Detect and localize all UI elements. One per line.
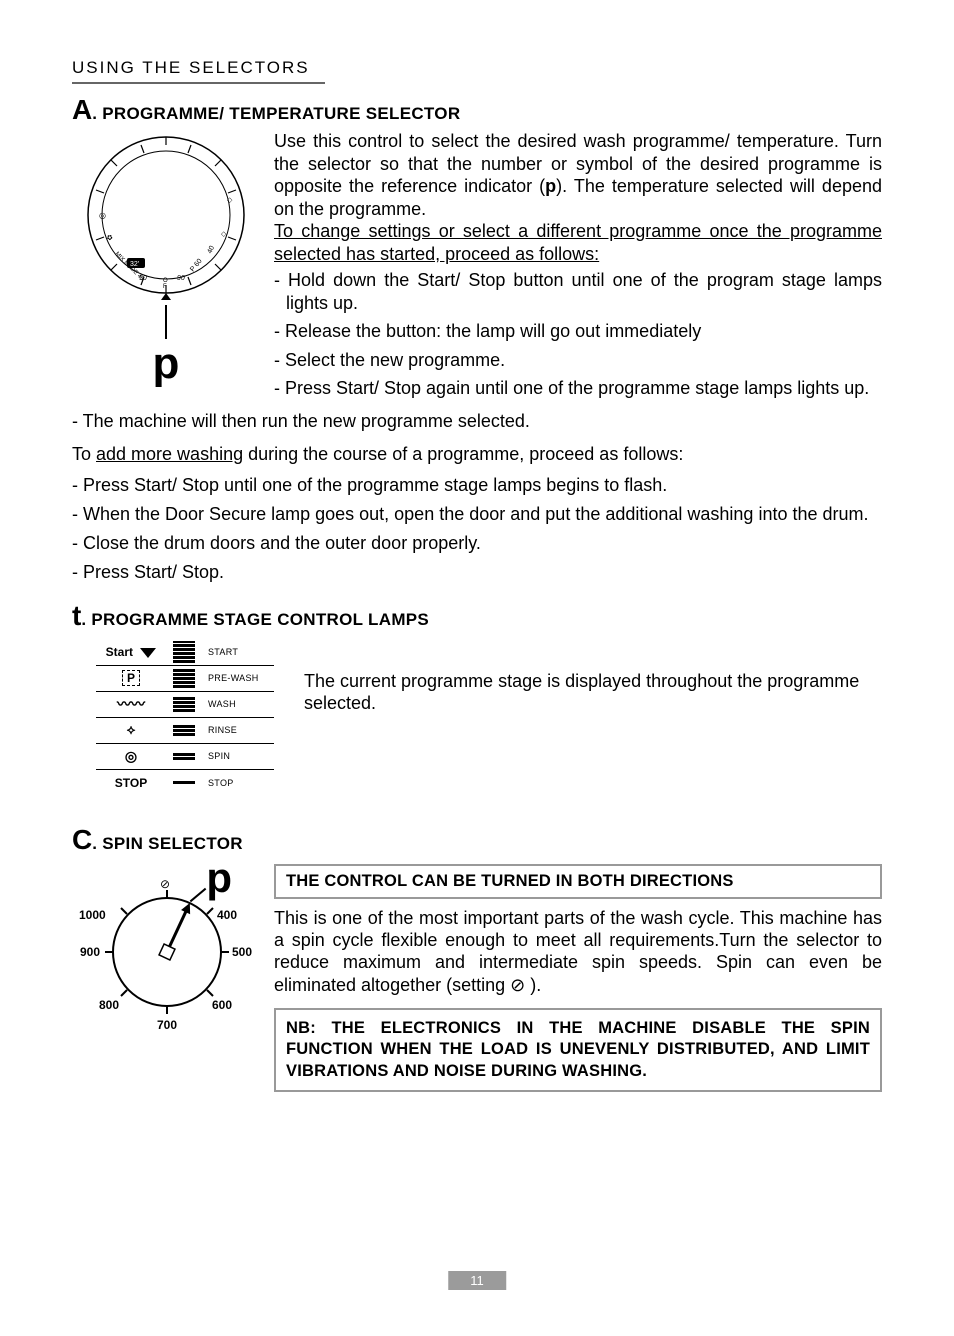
stage-icon: STOP: [96, 776, 166, 790]
spin-400: 400: [217, 908, 237, 922]
p-reference-marker: p: [72, 339, 260, 389]
add-washing-steps: - Press Start/ Stop until one of the pro…: [72, 474, 882, 584]
stage-bars-icon: [166, 669, 202, 688]
page-section-header: USING THE SELECTORS: [72, 58, 882, 78]
p-marker-line: [165, 305, 167, 339]
spin-p-marker: p: [206, 854, 232, 902]
change-settings-steps: - Hold down the Start/ Stop button until…: [274, 269, 882, 400]
header-rule: [72, 82, 325, 84]
stage-bars-icon: [166, 697, 202, 712]
dial-label-sq2: ◇: [227, 197, 233, 204]
stage-icon: P: [96, 671, 166, 685]
section-a-text-column: Use this control to select the desired w…: [274, 130, 882, 406]
dial-label-p: P 60: [189, 258, 204, 274]
step-item: - When the Door Secure lamp goes out, op…: [72, 503, 882, 526]
stage-label: SPIN: [202, 751, 230, 761]
spin-800: 800: [99, 998, 119, 1012]
dial-label-of: OF: [163, 278, 168, 290]
dial-label-40r: 40: [206, 245, 216, 255]
stage-row: ◎ SPIN: [96, 744, 274, 770]
page-number: 11: [448, 1271, 506, 1290]
stage-bars-icon: [166, 641, 202, 663]
section-a: A. PROGRAMME/ TEMPERATURE SELECTOR: [72, 94, 882, 584]
section-c-body: This is one of the most important parts …: [274, 907, 882, 996]
c-body-end: ).: [525, 975, 541, 995]
dial-label-50: 50: [139, 275, 147, 282]
section-c-title: . SPIN SELECTOR: [92, 834, 243, 853]
stage-label: START: [202, 647, 238, 657]
stage-icon: Start: [96, 645, 166, 659]
no-spin-symbol-icon: ⊘: [510, 975, 525, 995]
section-a-heading: A. PROGRAMME/ TEMPERATURE SELECTOR: [72, 94, 882, 126]
step-item: - Release the button: the lamp will go o…: [274, 320, 882, 343]
add-washing-para: To add more washing during the course of…: [72, 443, 882, 466]
nb-note-box: NB: THE ELECTRONICS IN THE MACHINE DISAB…: [274, 1008, 882, 1092]
section-a-title: . PROGRAMME/ TEMPERATURE SELECTOR: [92, 104, 460, 123]
stage-row: STOP STOP: [96, 770, 274, 796]
stage-icon: 〰〰: [96, 694, 166, 714]
stage-row: P PRE-WASH: [96, 666, 274, 692]
step-item: - Close the drum doors and the outer doo…: [72, 532, 882, 555]
step-item: - Select the new programme.: [274, 349, 882, 372]
stage-label: STOP: [202, 778, 234, 788]
stage-label: WASH: [202, 699, 236, 709]
section-t-body-wrap: The current programme stage is displayed…: [304, 640, 882, 796]
spin-1000: 1000: [79, 908, 106, 922]
spin-900: 900: [80, 945, 100, 959]
stage-bars-icon: [166, 725, 202, 736]
section-a-letter: A: [72, 94, 92, 126]
both-directions-box: THE CONTROL CAN BE TURNED IN BOTH DIRECT…: [274, 864, 882, 899]
step-item: - The machine will then run the new prog…: [72, 410, 882, 433]
programme-dial-figure: ◎ ✿ MIX MADE 40 32' 50 OF 90 P 60 40 ◇ ◇…: [72, 130, 260, 406]
change-settings-underline: To change settings or select a different…: [274, 220, 882, 265]
spin-600: 600: [212, 998, 232, 1012]
spin-dial-svg: ⊘ 1000 400 900 500 800 600 700: [72, 864, 262, 1039]
dial-label-spiral: ◎: [99, 211, 106, 220]
stage-label: PRE-WASH: [202, 673, 259, 683]
step-item: - Press Start/ Stop again until one of t…: [274, 377, 882, 400]
section-c-heading: C. SPIN SELECTOR: [72, 824, 882, 856]
add-post: during the course of a programme, procee…: [243, 444, 683, 464]
stage-bars-icon: [166, 781, 202, 784]
step-item: - Hold down the Start/ Stop button until…: [274, 269, 882, 314]
intro-p-bold: p: [545, 176, 556, 196]
section-c-letter: C: [72, 824, 92, 856]
stage-icon: ⟡: [96, 722, 166, 738]
section-t-title: . PROGRAMME STAGE CONTROL LAMPS: [81, 610, 429, 629]
c-body-text: This is one of the most important parts …: [274, 908, 882, 995]
section-a-intro: Use this control to select the desired w…: [274, 130, 882, 220]
section-t-body: The current programme stage is displayed…: [304, 670, 882, 715]
dial-label-wool: ✿: [105, 234, 114, 243]
stage-icon: ◎: [96, 748, 166, 765]
add-pre: To: [72, 444, 96, 464]
stage-row: 〰〰 WASH: [96, 692, 274, 718]
step-item: - Press Start/ Stop.: [72, 561, 882, 584]
stage-row: ⟡ RINSE: [96, 718, 274, 744]
section-t: t. PROGRAMME STAGE CONTROL LAMPS Start S…: [72, 600, 882, 796]
step-item: - Press Start/ Stop until one of the pro…: [72, 474, 882, 497]
section-t-heading: t. PROGRAMME STAGE CONTROL LAMPS: [72, 600, 882, 632]
add-underline: add more washing: [96, 444, 243, 464]
spin-no-spin-icon: ⊘: [160, 877, 170, 891]
dial-label-32: 32': [130, 261, 139, 268]
dial-label-sq: ◇: [221, 231, 227, 238]
section-t-letter: t: [72, 600, 81, 632]
stage-row: Start START: [96, 640, 274, 666]
section-c: C. SPIN SELECTOR p: [72, 824, 882, 1093]
spin-700: 700: [157, 1018, 177, 1032]
spin-dial-figure: p: [72, 864, 262, 1093]
spin-500: 500: [232, 945, 252, 959]
dial-label-90: 90: [177, 275, 185, 282]
programme-dial-svg: ◎ ✿ MIX MADE 40 32' 50 OF 90 P 60 40 ◇ ◇: [81, 130, 251, 300]
final-step: - The machine will then run the new prog…: [72, 410, 882, 433]
stage-bars-icon: [166, 753, 202, 760]
stage-label: RINSE: [202, 725, 237, 735]
stage-lamps-panel: Start START P PRE-WASH 〰〰 WASH ⟡ RINSE ◎ SPIN STO…: [96, 640, 274, 796]
section-c-text-column: THE CONTROL CAN BE TURNED IN BOTH DIRECT…: [274, 864, 882, 1093]
